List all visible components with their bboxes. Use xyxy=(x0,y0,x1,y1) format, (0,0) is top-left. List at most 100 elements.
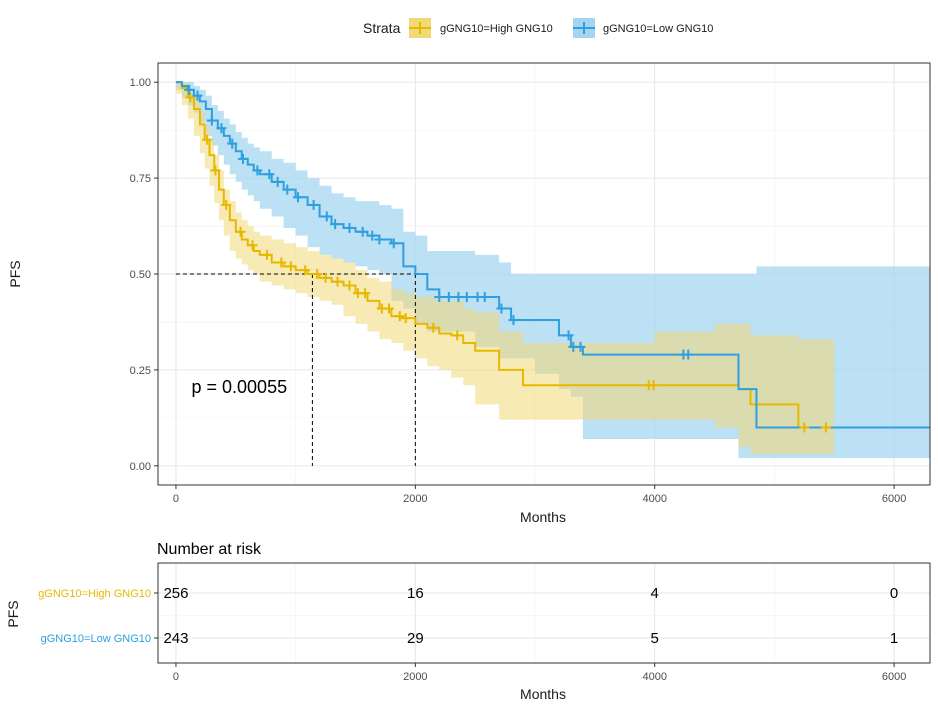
censor-mark-high xyxy=(344,280,355,291)
censor-mark-low xyxy=(216,123,227,134)
risk-value: 0 xyxy=(890,585,898,602)
censor-mark-low xyxy=(184,84,195,95)
risk-strata-label: gGNG10=High GNG10 xyxy=(38,588,151,600)
censor-mark-low xyxy=(563,330,574,341)
censor-mark-high xyxy=(312,269,323,279)
censor-mark-low xyxy=(192,90,203,101)
median-lines xyxy=(175,273,416,466)
risk-x-tick-label: 4000 xyxy=(642,671,666,683)
band-high-gng10 xyxy=(175,82,835,455)
censor-mark-high xyxy=(276,257,287,268)
risk-x-axis-ticks: 0 2000 4000 6000 xyxy=(173,663,906,683)
p-value-annotation: p = 0.00055 xyxy=(192,377,288,397)
censor-mark-high xyxy=(384,303,395,314)
risk-value: 29 xyxy=(407,630,424,647)
risk-strata-label: gGNG10=Low GNG10 xyxy=(41,633,151,645)
censor-marks xyxy=(184,84,831,433)
km-plot-panel: p = 0.00055 xyxy=(157,62,931,486)
censor-mark-high xyxy=(799,422,810,433)
risk-value: 256 xyxy=(163,585,188,602)
censor-mark-high xyxy=(300,265,311,276)
censor-mark-low xyxy=(321,211,332,222)
censor-mark-low xyxy=(282,184,293,195)
legend: Strata gGNG10=High GNG10 gGNG10=Low GNG1… xyxy=(363,18,713,38)
risk-x-tick-label: 0 xyxy=(173,671,179,683)
risk-table-panel: 256 16 4 0 243 29 5 1 xyxy=(157,562,931,664)
censor-mark-high xyxy=(320,272,331,283)
censor-mark-low xyxy=(308,199,319,210)
censor-mark-low xyxy=(434,292,445,303)
censor-mark-high xyxy=(247,240,258,251)
risk-x-tick-label: 2000 xyxy=(403,671,427,683)
censor-mark-high xyxy=(185,92,196,103)
risk-value: 4 xyxy=(651,585,659,602)
censor-mark-high xyxy=(400,313,411,324)
x-axis-ticks: 0 2000 4000 6000 xyxy=(173,485,906,505)
censor-mark-high xyxy=(210,165,221,176)
censor-mark-low xyxy=(344,222,355,233)
y-axis-ticks: 0.00 0.25 0.50 0.75 1.00 xyxy=(130,77,158,473)
censor-mark-high xyxy=(202,134,213,145)
x-tick-label: 6000 xyxy=(882,493,906,505)
risk-values: 256 16 4 0 243 29 5 1 xyxy=(163,585,898,647)
y-tick-label: 0.25 xyxy=(130,365,151,377)
censor-mark-low xyxy=(237,153,248,164)
censor-mark-low xyxy=(683,349,694,360)
censor-mark-high xyxy=(332,276,343,287)
risk-x-axis-title: Months xyxy=(520,686,566,702)
x-tick-label: 0 xyxy=(173,493,179,505)
risk-table-title: Number at risk xyxy=(157,541,262,558)
censor-mark-high xyxy=(285,261,296,272)
risk-strata-labels: gGNG10=High GNG10 gGNG10=Low GNG10 xyxy=(38,588,158,645)
y-tick-label: 0.00 xyxy=(130,461,151,473)
censor-mark-low xyxy=(443,292,454,303)
x-axis-title: Months xyxy=(520,509,566,525)
legend-key-high xyxy=(409,18,431,38)
risk-grid xyxy=(158,563,930,663)
legend-entry-low: gGNG10=Low GNG10 xyxy=(603,23,713,35)
censor-mark-low xyxy=(357,226,368,237)
censor-mark-low xyxy=(272,176,283,187)
censor-mark-low xyxy=(252,165,263,176)
censor-mark-low xyxy=(479,292,490,303)
censor-mark-low xyxy=(575,341,586,352)
censor-mark-high xyxy=(221,199,232,210)
y-tick-label: 0.75 xyxy=(130,173,151,185)
censor-mark-low xyxy=(374,234,385,245)
legend-title: Strata xyxy=(363,20,401,36)
censor-mark-low xyxy=(388,238,399,249)
censor-mark-low xyxy=(330,219,341,230)
censor-mark-low xyxy=(496,303,507,314)
censor-mark-low xyxy=(264,169,275,180)
x-tick-label: 2000 xyxy=(403,493,427,505)
censor-mark-high xyxy=(360,288,371,299)
censor-mark-low xyxy=(367,230,378,241)
censor-mark-high xyxy=(820,422,831,433)
censor-mark-low xyxy=(461,292,472,303)
confidence-bands xyxy=(175,82,930,459)
x-tick-label: 4000 xyxy=(642,493,666,505)
censor-mark-low xyxy=(206,115,217,126)
censor-mark-high xyxy=(452,330,463,341)
legend-entry-high: gGNG10=High GNG10 xyxy=(440,23,553,35)
risk-value: 243 xyxy=(163,630,188,647)
risk-value: 16 xyxy=(407,585,424,602)
censor-mark-high xyxy=(648,380,659,391)
censor-mark-high xyxy=(261,249,272,260)
censor-mark-high xyxy=(428,322,439,333)
risk-value: 1 xyxy=(890,630,898,647)
risk-x-tick-label: 6000 xyxy=(882,671,906,683)
y-tick-label: 0.50 xyxy=(130,269,151,281)
censor-mark-low xyxy=(227,138,238,149)
censor-mark-high xyxy=(235,226,246,237)
legend-key-low xyxy=(573,18,595,38)
y-axis-title: PFS xyxy=(7,260,23,287)
y-tick-label: 1.00 xyxy=(130,77,151,89)
censor-mark-high xyxy=(394,311,405,322)
censor-mark-low xyxy=(508,315,519,326)
censor-mark-low xyxy=(293,192,304,203)
censor-mark-low xyxy=(453,292,464,303)
risk-y-axis-title: PFS xyxy=(5,600,21,627)
risk-value: 5 xyxy=(651,630,659,647)
